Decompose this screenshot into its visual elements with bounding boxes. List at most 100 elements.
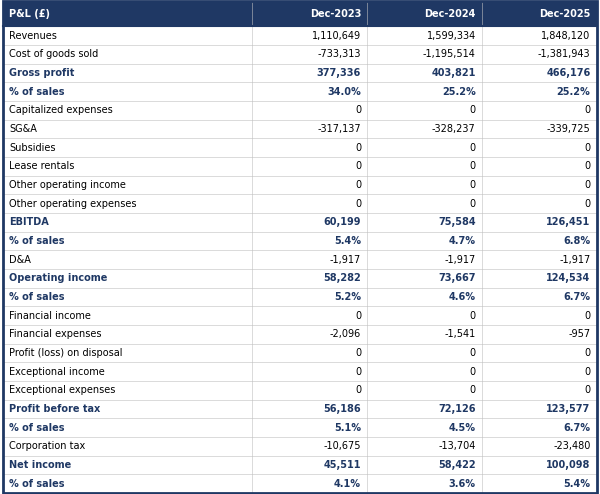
Text: % of sales: % of sales (9, 86, 65, 96)
Text: Dec-2025: Dec-2025 (539, 8, 590, 19)
Text: 0: 0 (355, 348, 361, 358)
Text: 0: 0 (584, 180, 590, 190)
Text: Other operating expenses: Other operating expenses (9, 199, 137, 208)
Bar (3, 157, 597, 175)
Text: 0: 0 (355, 161, 361, 171)
Text: 0: 0 (355, 367, 361, 376)
Bar (3, 26, 597, 45)
Text: 124,534: 124,534 (546, 273, 590, 283)
Text: % of sales: % of sales (9, 479, 65, 489)
Text: 0: 0 (584, 161, 590, 171)
Bar (3, 362, 597, 381)
Text: 34.0%: 34.0% (328, 86, 361, 96)
Text: 126,451: 126,451 (546, 217, 590, 227)
Text: -1,381,943: -1,381,943 (538, 49, 590, 59)
Bar (3, 120, 597, 138)
Text: Cost of goods sold: Cost of goods sold (9, 49, 98, 59)
Text: 0: 0 (355, 311, 361, 321)
Text: EBITDA: EBITDA (9, 217, 49, 227)
Text: 6.8%: 6.8% (563, 236, 590, 246)
Text: 0: 0 (470, 105, 476, 115)
Text: -2,096: -2,096 (330, 329, 361, 339)
Text: Financial income: Financial income (9, 311, 91, 321)
Bar (3, 325, 597, 344)
Text: 72,126: 72,126 (438, 404, 476, 414)
Bar (3, 400, 597, 418)
Bar (3, 138, 597, 157)
Text: P&L (£): P&L (£) (9, 8, 50, 19)
Text: Net income: Net income (9, 460, 71, 470)
Text: 0: 0 (470, 143, 476, 153)
Bar (3, 250, 597, 269)
Text: 1,848,120: 1,848,120 (541, 31, 590, 41)
Bar (3, 45, 597, 64)
Bar (3, 82, 597, 101)
Text: 0: 0 (584, 348, 590, 358)
Bar (3, 344, 597, 362)
Text: Capitalized expenses: Capitalized expenses (9, 105, 113, 115)
Text: 4.1%: 4.1% (334, 479, 361, 489)
Text: Profit (loss) on disposal: Profit (loss) on disposal (9, 348, 122, 358)
Text: 1,110,649: 1,110,649 (312, 31, 361, 41)
Text: -1,541: -1,541 (445, 329, 476, 339)
Text: 75,584: 75,584 (438, 217, 476, 227)
Text: Other operating income: Other operating income (9, 180, 126, 190)
Text: 0: 0 (470, 180, 476, 190)
Text: 100,098: 100,098 (546, 460, 590, 470)
Text: -1,917: -1,917 (330, 254, 361, 265)
Text: D&A: D&A (9, 254, 31, 265)
Bar (3, 194, 597, 213)
Text: -1,195,514: -1,195,514 (423, 49, 476, 59)
Bar (3, 455, 597, 474)
Text: 5.1%: 5.1% (334, 423, 361, 433)
Text: Revenues: Revenues (9, 31, 57, 41)
Text: 0: 0 (355, 180, 361, 190)
Bar (3, 474, 597, 493)
Bar (3, 269, 597, 288)
Bar (3, 437, 597, 455)
Text: -10,675: -10,675 (323, 441, 361, 452)
Text: 0: 0 (470, 161, 476, 171)
Text: -328,237: -328,237 (432, 124, 476, 134)
Text: Dec-2024: Dec-2024 (424, 8, 476, 19)
Text: 5.4%: 5.4% (563, 479, 590, 489)
Text: Financial expenses: Financial expenses (9, 329, 101, 339)
Bar (3, 1, 597, 26)
Bar (3, 381, 597, 400)
Text: Subsidies: Subsidies (9, 143, 56, 153)
Text: 45,511: 45,511 (323, 460, 361, 470)
Text: 6.7%: 6.7% (563, 292, 590, 302)
Text: Exceptional expenses: Exceptional expenses (9, 385, 115, 395)
Text: 0: 0 (584, 385, 590, 395)
Text: Lease rentals: Lease rentals (9, 161, 74, 171)
Text: 60,199: 60,199 (323, 217, 361, 227)
Text: 0: 0 (470, 348, 476, 358)
Text: -1,917: -1,917 (445, 254, 476, 265)
Text: 25.2%: 25.2% (442, 86, 476, 96)
Text: 0: 0 (355, 105, 361, 115)
Text: 3.6%: 3.6% (449, 479, 476, 489)
Text: 0: 0 (355, 199, 361, 208)
Bar (3, 101, 597, 120)
Text: 0: 0 (470, 199, 476, 208)
Text: 0: 0 (470, 385, 476, 395)
Text: SG&A: SG&A (9, 124, 37, 134)
Text: % of sales: % of sales (9, 292, 65, 302)
Bar (3, 418, 597, 437)
Text: 4.5%: 4.5% (449, 423, 476, 433)
Text: -1,917: -1,917 (559, 254, 590, 265)
Text: -13,704: -13,704 (439, 441, 476, 452)
Text: Operating income: Operating income (9, 273, 107, 283)
Text: Exceptional income: Exceptional income (9, 367, 105, 376)
Text: 5.2%: 5.2% (334, 292, 361, 302)
Text: 73,667: 73,667 (438, 273, 476, 283)
Text: 4.6%: 4.6% (449, 292, 476, 302)
Text: 0: 0 (584, 199, 590, 208)
Bar (3, 288, 597, 306)
Text: 58,282: 58,282 (323, 273, 361, 283)
Text: 0: 0 (470, 367, 476, 376)
Text: 0: 0 (584, 367, 590, 376)
Text: 25.2%: 25.2% (557, 86, 590, 96)
Text: 58,422: 58,422 (438, 460, 476, 470)
Text: 6.7%: 6.7% (563, 423, 590, 433)
